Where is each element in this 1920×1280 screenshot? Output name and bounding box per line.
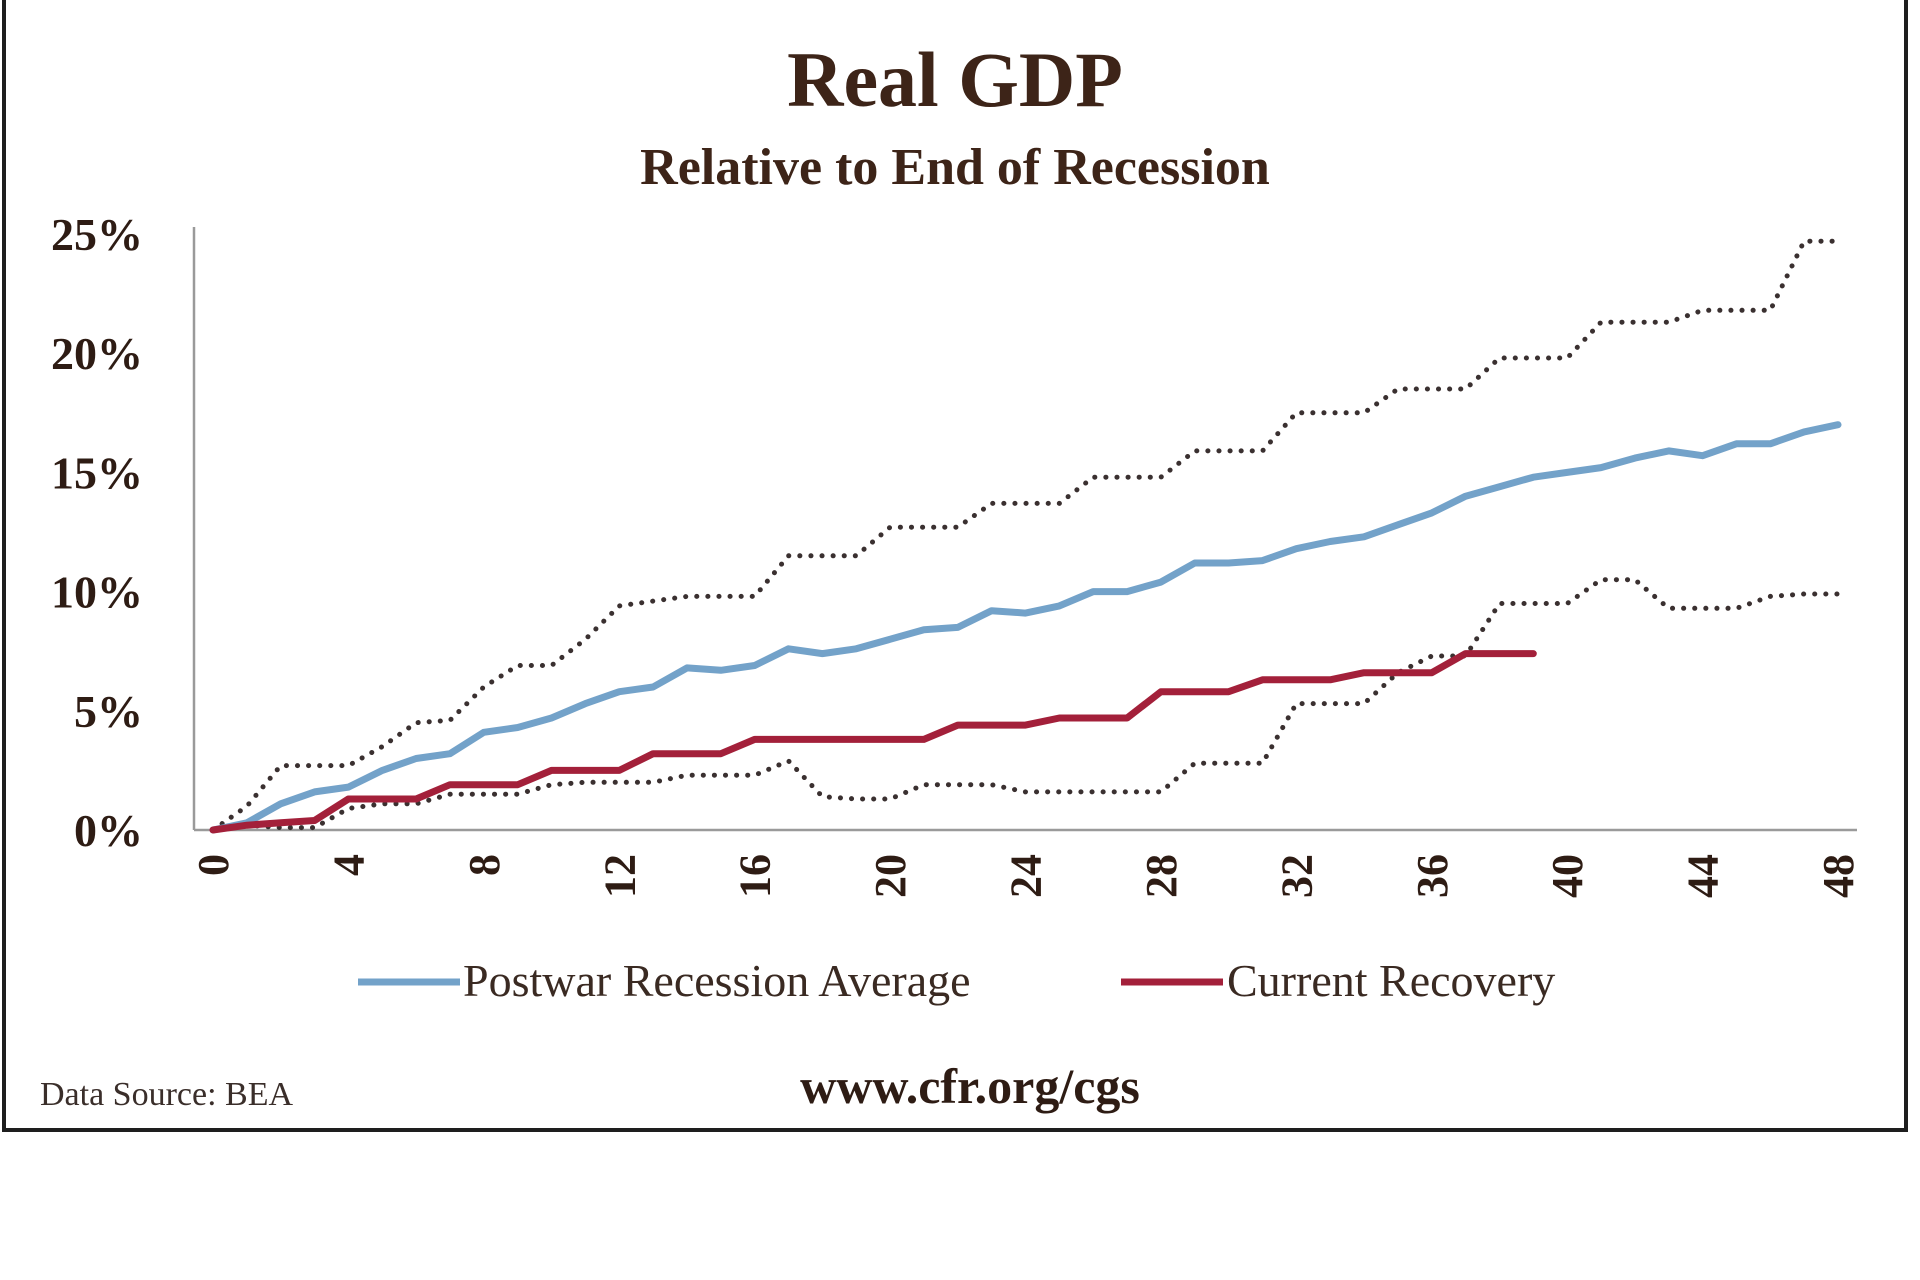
chart-title: Real GDP: [787, 36, 1123, 123]
x-tick-label: 44: [1679, 854, 1728, 898]
data-source-note: Data Source: BEA: [40, 1076, 293, 1113]
legend-item-current-recovery: Current Recovery: [1121, 955, 1555, 1006]
y-tick-label: 25%: [51, 209, 143, 260]
legend-item-postwar-average: Postwar Recession Average: [358, 955, 971, 1006]
x-tick-label: 24: [1002, 854, 1051, 898]
legend-label-current-recovery: Current Recovery: [1227, 955, 1555, 1006]
y-tick-label: 15%: [51, 447, 143, 498]
x-tick-label: 36: [1408, 854, 1457, 898]
x-tick-label: 8: [460, 854, 509, 876]
x-tick-label: 28: [1137, 854, 1186, 898]
x-tick-label: 0: [189, 854, 238, 876]
x-tick-label: 4: [324, 854, 373, 876]
series-line-postwar-minimum: [210, 577, 1841, 833]
y-tick-label: 0%: [74, 805, 143, 856]
chart-subtitle: Relative to End of Recession: [640, 139, 1270, 196]
x-tick-label: 20: [866, 854, 915, 898]
series-line-current-recovery: [209, 650, 1537, 834]
legend-label-postwar-average: Postwar Recession Average: [463, 955, 971, 1006]
series-line-postwar-maximum: [210, 238, 1841, 833]
chart-frame: [2, 0, 1908, 1132]
x-tick-label: 32: [1272, 854, 1321, 898]
y-tick-label: 10%: [51, 567, 143, 618]
y-tick-label: 5%: [74, 686, 143, 737]
series-layer: [209, 238, 1842, 834]
x-axis-tick-labels: 0 4 8 12 16 20 24 28 32 36 40 44 48: [189, 854, 1863, 898]
series-line-postwar-recession-average: [209, 421, 1842, 834]
y-tick-label: 20%: [51, 328, 143, 379]
x-tick-label: 40: [1543, 854, 1592, 898]
x-tick-label: 16: [731, 854, 780, 898]
y-axis-tick-labels: 0% 5% 10% 15% 20% 25%: [51, 209, 143, 856]
source-url[interactable]: www.cfr.org/cgs: [800, 1058, 1140, 1114]
x-tick-label: 48: [1814, 854, 1863, 898]
legend: Postwar Recession Average Current Recove…: [358, 955, 1555, 1006]
x-tick-label: 12: [595, 854, 644, 898]
